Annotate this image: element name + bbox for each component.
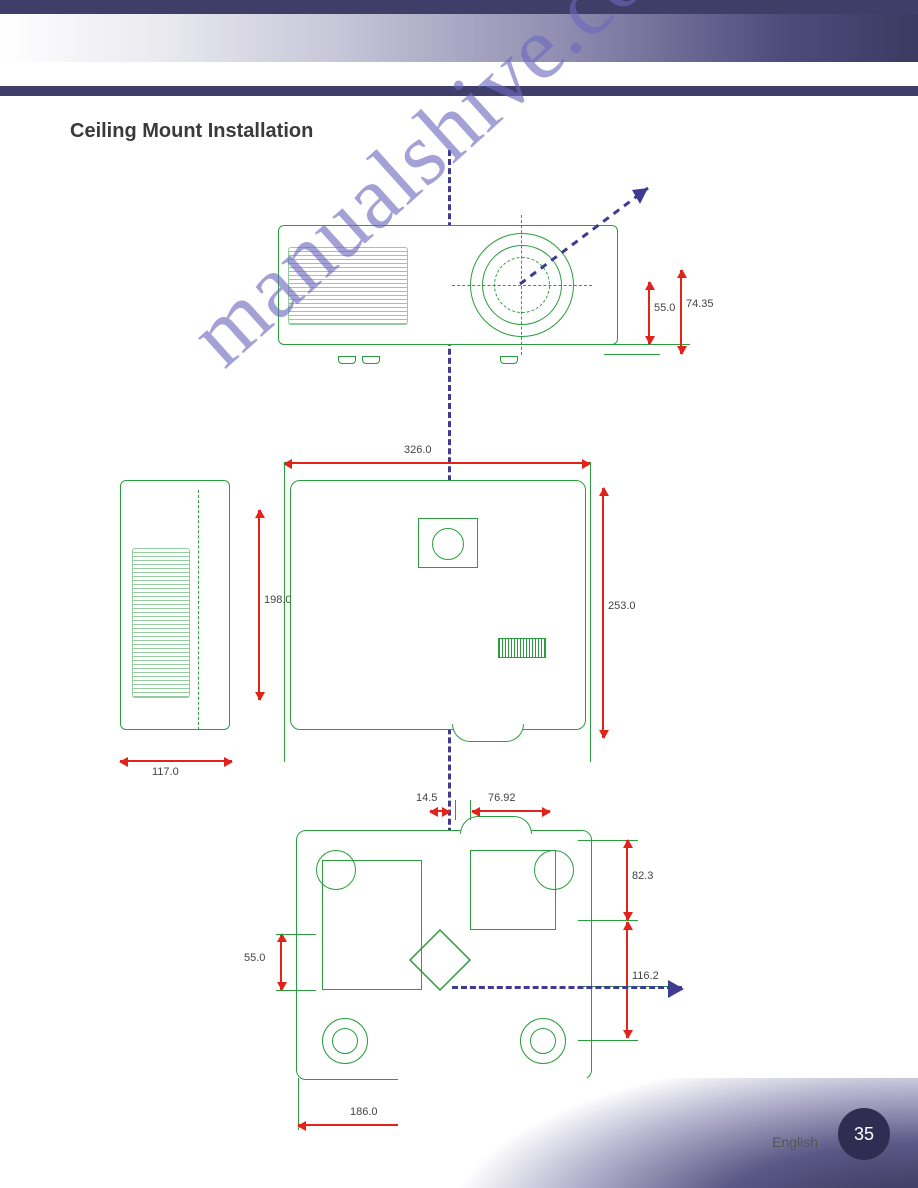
projection-arrow-bottom [452,986,682,989]
topview-total-width-label: 326.0 [404,444,432,456]
side-width-dim [120,760,232,762]
ext-v-left [284,462,285,762]
bottom-dim-gap-label: 14.5 [416,792,437,804]
bottom-dim-vr-bot [626,922,628,1038]
bottom-dim-vr-top-label: 82.3 [632,870,653,882]
bottom-dim-gap [430,810,450,812]
bottom-dim-vl [280,934,282,990]
front-dim-h1 [680,270,682,354]
ext-v-right [590,462,591,762]
bottom-dim-vr-bot-label: 116.2 [632,970,659,982]
front-dim-h2-label: 55.0 [654,302,675,314]
side-dash [198,490,199,730]
header-bar-top [0,0,918,14]
b-ext-gap-r [455,800,456,820]
b-ext-h-bot [578,1040,638,1041]
bottom-dim-vr-top [626,840,628,920]
topview-total-width [284,462,590,464]
lens-bump [452,724,524,742]
side-grille [132,548,190,698]
panel-right [470,850,556,930]
slot [498,638,546,658]
page-number: 35 [854,1124,874,1145]
front-ext-bottom2 [604,354,660,355]
front-dim-h1-label: 74.35 [686,298,714,310]
bottom-dim-vl-label: 55.0 [244,952,265,964]
side-depth-dim [258,510,260,700]
front-dim-h2 [648,282,650,344]
side-depth-label: 198.0 [264,594,292,606]
page-number-badge: 35 [838,1108,890,1160]
bottom-dim-shift [472,810,550,812]
side-width-label: 117.0 [152,766,179,778]
bottom-dim-ctr-l-label: 186.0 [350,1106,378,1118]
top-depth-dim [602,488,604,738]
foot-br-inner [530,1028,556,1054]
panel-left [322,860,422,990]
b-ext-vl-top [276,934,316,935]
mount-hub-circle [432,528,464,560]
header-bar-thin [0,86,918,96]
b-ext-vl-bot [276,990,316,991]
foot-bl-inner [332,1028,358,1054]
section-title: Ceiling Mount Installation [70,120,313,143]
top-depth-label: 253.0 [608,600,636,612]
bottom-dim-shift-label: 76.92 [488,792,516,804]
footer-section-label: English [772,1134,818,1150]
